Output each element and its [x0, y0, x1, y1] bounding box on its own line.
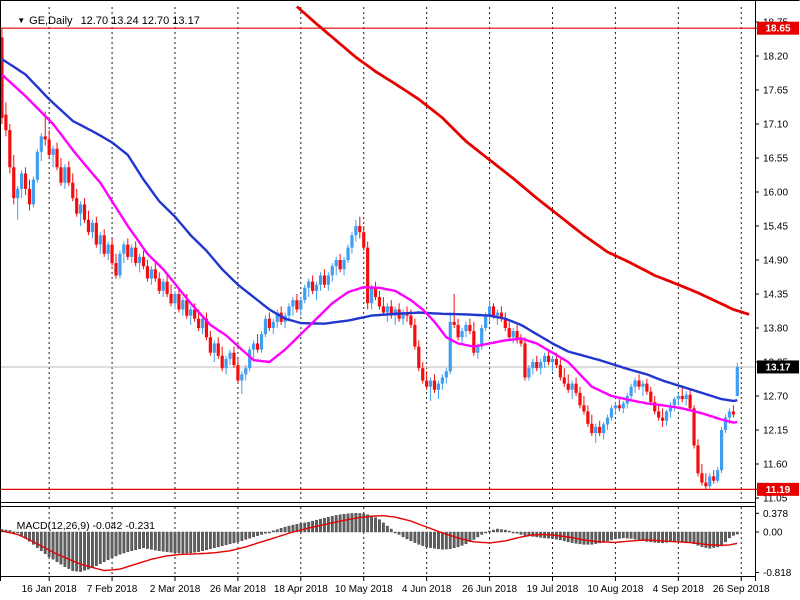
symbol-timeframe-label: GE,Daily	[29, 15, 73, 27]
svg-text:13.17: 13.17	[765, 362, 790, 373]
time-axis-label: 4 Sep 2018	[653, 584, 705, 595]
high-level-badge: 18.65	[757, 21, 799, 35]
price-axis-label: 14.90	[763, 256, 788, 267]
price-axis-label: 13.80	[763, 324, 788, 335]
macd-axis-labels: 0.378 0.00 -0.818	[755, 509, 792, 579]
price-axis-label: 14.35	[763, 290, 788, 301]
price-axis-label: 17.65	[763, 86, 788, 97]
price-axis-label: 12.70	[763, 392, 788, 403]
price-axis-label: 18.20	[763, 52, 788, 63]
time-axis-label: 10 Aug 2018	[587, 584, 644, 595]
time-axis-label: 4 Jun 2018	[402, 584, 452, 595]
svg-text:18.65: 18.65	[765, 24, 790, 35]
time-axis-label: 26 Mar 2018	[210, 584, 267, 595]
indicator-label: MACD(12,26,9) -0.042 -0.231	[5, 508, 155, 544]
price-axis-label: 12.15	[763, 426, 788, 437]
indicator-values: MACD(12,26,9) -0.042 -0.231	[16, 520, 155, 532]
macd-signal-line	[1, 514, 738, 572]
time-axis-label: 2 Mar 2018	[150, 584, 201, 595]
time-axis-label: 26 Sep 2018	[713, 584, 770, 595]
time-axis-labels: 16 Jan 2018 7 Feb 2018 2 Mar 2018 26 Mar 20…	[22, 584, 770, 595]
svg-text:11.19: 11.19	[766, 485, 791, 496]
price-axis-label: 11.60	[763, 460, 788, 471]
macd-axis-label: 0.00	[763, 528, 783, 539]
price-axis-labels: 18.7518.2017.6517.1016.5516.0015.4514.90…	[755, 17, 788, 505]
time-axis-label: 26 Jun 2018	[462, 584, 517, 595]
current-price-badge: 13.17	[757, 360, 799, 374]
low-level-badge: 11.19	[757, 482, 799, 496]
price-axis-label: 11.05	[763, 494, 788, 505]
time-axis-label: 10 May 2018	[335, 584, 393, 595]
macd-axis-label: 0.378	[763, 509, 788, 520]
ohlc-values: 12.70 13.24 12.70 13.17	[80, 15, 200, 27]
price-axis-label: 16.00	[763, 188, 788, 199]
price-axis-label: 16.55	[763, 154, 788, 165]
chart-title-bar: ▼ GE,Daily 12.70 13.24 12.70 13.17	[5, 3, 200, 39]
price-axis-label: 15.45	[763, 222, 788, 233]
ma-blue-line	[1, 58, 738, 403]
time-axis-label: 19 Jul 2018	[527, 584, 579, 595]
price-axis-label: 17.10	[763, 120, 788, 131]
time-axis-label: 16 Jan 2018	[22, 584, 77, 595]
panel-borders	[0, 0, 800, 581]
ma-magenta-line	[1, 73, 738, 424]
macd-histogram	[0, 513, 739, 572]
ma-red-line	[295, 5, 750, 316]
time-axis-label: 18 Apr 2018	[274, 584, 328, 595]
time-axis-label: 7 Feb 2018	[87, 584, 138, 595]
symbol-dropdown-icon[interactable]: ▼	[17, 16, 26, 25]
macd-axis-label: -0.818	[763, 568, 792, 579]
